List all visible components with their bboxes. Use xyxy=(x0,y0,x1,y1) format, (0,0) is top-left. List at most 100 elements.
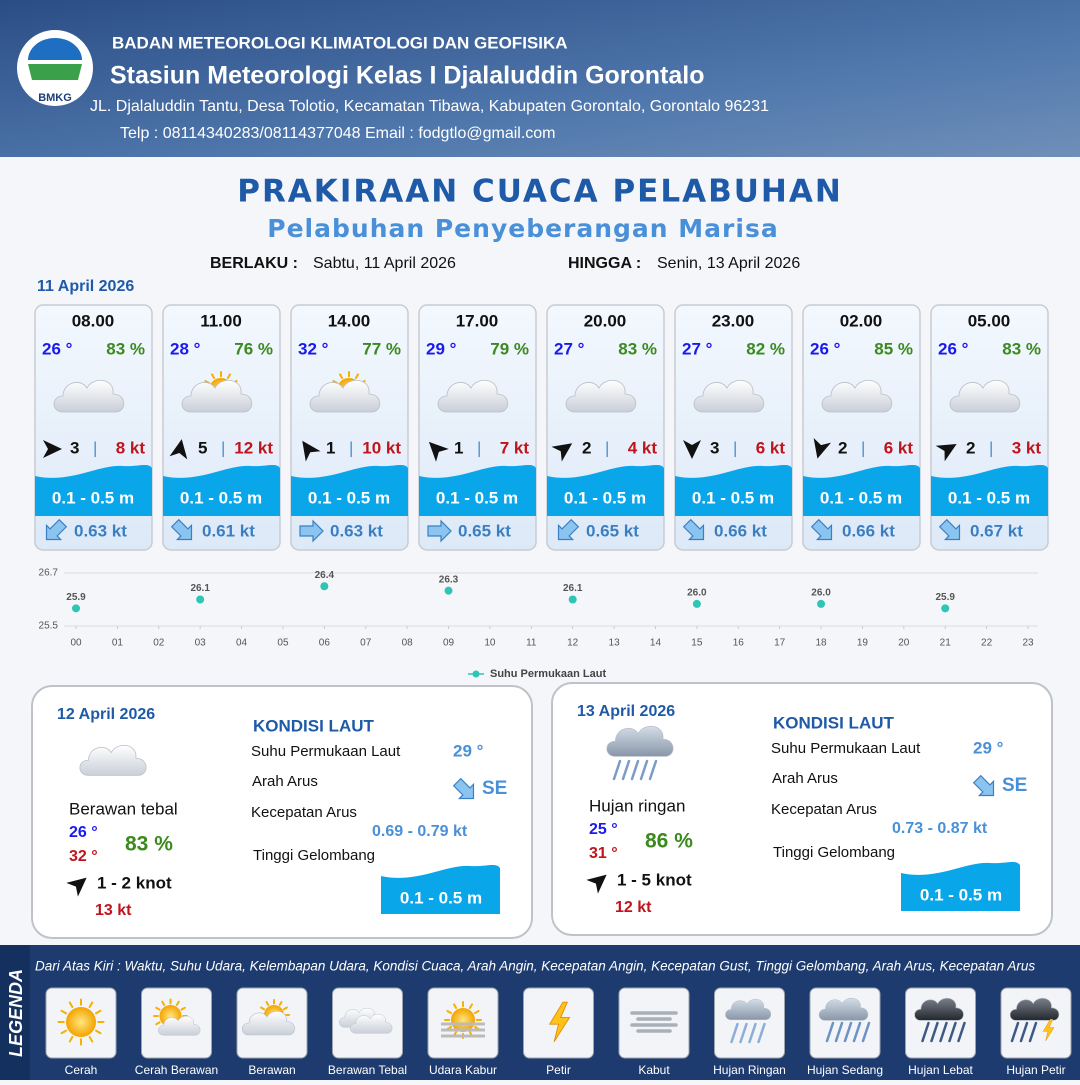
humidity: 83 % xyxy=(125,833,173,856)
wave-height: 0.1 - 0.5 m xyxy=(692,488,774,507)
rain-drop xyxy=(1010,1021,1020,1043)
current-speed: 0.66 kt xyxy=(842,521,895,540)
x-tick-label: 05 xyxy=(277,638,289,649)
gust: 6 kt xyxy=(884,438,914,457)
sun xyxy=(451,1008,475,1032)
wind-speed: 3 xyxy=(70,438,79,457)
time: 05.00 xyxy=(968,311,1011,330)
current-arrow xyxy=(452,777,475,800)
current-speed-label: Kecepatan Arus xyxy=(771,801,877,818)
header-banner xyxy=(0,0,1080,157)
y-tick-label: 26.7 xyxy=(39,568,59,579)
current-arrow xyxy=(682,518,705,541)
time: 11.00 xyxy=(200,311,242,330)
wave-height: 0.1 - 0.5 m xyxy=(52,488,134,507)
y-tick-label: 25.5 xyxy=(39,621,59,632)
current-arrow xyxy=(810,518,833,541)
legend-icon xyxy=(339,1008,393,1034)
data-point xyxy=(444,586,453,595)
humidity: 83 % xyxy=(618,339,657,358)
separator: | xyxy=(477,438,481,457)
valid-from: Sabtu, 11 April 2026 xyxy=(313,255,456,272)
wind-arrow xyxy=(551,443,573,462)
sun-ray xyxy=(446,1010,453,1015)
legend-icon-box xyxy=(618,987,690,1059)
cloud xyxy=(53,380,125,413)
separator: | xyxy=(733,438,737,457)
legend-item-label: Udara Kabur xyxy=(429,1063,497,1077)
wave-band xyxy=(419,464,536,516)
cloud xyxy=(437,380,509,413)
time: 20.00 xyxy=(584,311,627,330)
sea-title: KONDISI LAUT xyxy=(253,716,375,735)
current-speed: 0.63 kt xyxy=(330,521,383,540)
x-tick-label: 16 xyxy=(733,638,745,649)
sun-ray xyxy=(155,1021,161,1026)
wind-speed: 1 xyxy=(454,438,463,457)
cloud-shape xyxy=(725,999,772,1021)
rain-drop xyxy=(639,759,649,781)
x-tick-label: 23 xyxy=(1022,638,1034,649)
day-date: 11 April 2026 xyxy=(37,278,134,295)
legend-icon-box xyxy=(714,987,785,1059)
x-tick-label: 13 xyxy=(609,638,621,649)
x-tick-label: 08 xyxy=(402,638,414,649)
valid-to-label: HINGGA : xyxy=(568,255,641,272)
temp-max: 31 ° xyxy=(589,845,618,862)
time: 17.00 xyxy=(456,311,499,330)
time: 02.00 xyxy=(840,311,883,330)
gust: 13 kt xyxy=(95,902,132,919)
agency-name: BADAN METEOROLOGI KLIMATOLOGI DAN GEOFIS… xyxy=(112,33,568,52)
legend-item-label: Berawan Tebal xyxy=(328,1063,407,1077)
current-arrow xyxy=(45,518,68,541)
legend-item-label: Petir xyxy=(546,1063,571,1077)
cloud xyxy=(565,380,637,413)
current-arrow xyxy=(972,774,995,797)
temperature: 29 ° xyxy=(426,339,457,358)
current-dir: SE xyxy=(1002,775,1027,796)
rain-drop xyxy=(648,759,658,781)
sun-ray xyxy=(60,1029,68,1035)
weather-icon xyxy=(53,380,125,413)
sun-ray xyxy=(473,1010,480,1015)
rain-drop xyxy=(748,1022,757,1044)
current-arrow xyxy=(427,519,452,543)
time: 14.00 xyxy=(328,311,371,330)
legend-marker xyxy=(472,670,480,678)
sun-ray xyxy=(260,1006,266,1011)
current-arrow xyxy=(557,518,580,541)
data-label: 26.4 xyxy=(315,570,335,581)
legend-title: LEGENDA xyxy=(6,969,26,1057)
temp-max: 32 ° xyxy=(69,848,98,865)
x-tick-label: 12 xyxy=(567,638,579,649)
wave-band xyxy=(675,464,792,516)
cloud xyxy=(241,1011,295,1036)
cloud-shape xyxy=(309,380,381,413)
cloud xyxy=(1009,998,1060,1021)
data-point xyxy=(568,595,577,604)
x-tick-label: 04 xyxy=(236,638,248,649)
gust: 6 kt xyxy=(756,438,786,457)
cloud xyxy=(914,998,964,1021)
cloud-shape xyxy=(158,1016,201,1036)
sun-ray xyxy=(68,1035,74,1043)
wind-speed: 3 xyxy=(710,438,719,457)
data-point xyxy=(72,604,80,613)
separator: | xyxy=(221,438,225,457)
gust: 8 kt xyxy=(116,438,146,457)
wind-arrow xyxy=(935,444,957,462)
sun-ray xyxy=(68,1001,74,1009)
data-label: 26.1 xyxy=(563,583,583,594)
sun-ray xyxy=(211,373,216,380)
data-point xyxy=(941,604,950,613)
temperature: 27 ° xyxy=(554,339,585,358)
gust: 10 kt xyxy=(362,438,401,457)
legend-icon xyxy=(548,1001,571,1043)
rain-drop xyxy=(612,759,622,781)
weather-icon xyxy=(949,380,1021,413)
legend-icon xyxy=(241,999,295,1036)
rain-drop xyxy=(930,1021,939,1043)
wave-height: 0.1 - 0.5 m xyxy=(564,488,646,507)
